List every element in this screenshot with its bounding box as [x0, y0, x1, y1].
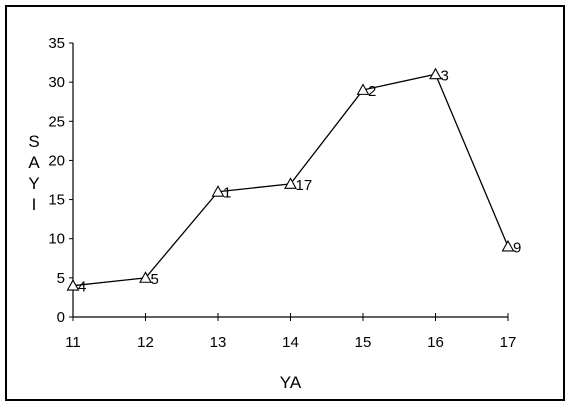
data-point-label: 5	[151, 271, 159, 288]
data-point-label: 17	[296, 177, 313, 194]
x-tick-label: 11	[65, 334, 81, 351]
chart-series: 4 5 1 17 2 3 9	[66, 67, 521, 296]
y-tick-label: 0	[57, 309, 65, 326]
chart-frame	[5, 5, 565, 401]
y-axis-title-letter: A	[28, 153, 40, 172]
y-tick-label: 10	[48, 231, 65, 248]
x-tick-label: 14	[282, 334, 299, 351]
data-point-marker	[501, 239, 515, 252]
y-axis-title-letter: S	[28, 132, 39, 151]
x-tick-label: 12	[137, 334, 154, 351]
data-point-marker	[211, 185, 225, 197]
data-point-label: 4	[78, 279, 86, 296]
data-point-marker	[66, 279, 80, 291]
y-axis-title-letter: Y	[28, 174, 39, 193]
y-tick-label: 25	[48, 113, 65, 130]
data-point-marker	[284, 177, 297, 189]
x-tick-label: 13	[210, 334, 227, 351]
x-tick-label: 15	[355, 334, 372, 351]
x-tick-label: 17	[500, 334, 517, 351]
y-tick-label: 5	[57, 270, 65, 287]
x-axis-title: YA	[280, 373, 302, 392]
data-point-label: 1	[223, 185, 231, 202]
y-tick-label: 20	[48, 152, 65, 169]
y-tick-label: 30	[48, 74, 65, 91]
y-axis-title-letter: I	[32, 195, 37, 214]
data-point-marker	[356, 83, 370, 95]
data-point-label: 9	[513, 240, 521, 257]
x-tick-label: 16	[427, 334, 444, 351]
y-tick-label: 35	[48, 35, 65, 52]
data-point-label: 3	[441, 67, 449, 84]
data-point-marker	[139, 271, 152, 283]
y-tick-label: 15	[48, 192, 65, 209]
data-point-label: 2	[368, 83, 376, 100]
data-point-marker	[429, 67, 442, 80]
